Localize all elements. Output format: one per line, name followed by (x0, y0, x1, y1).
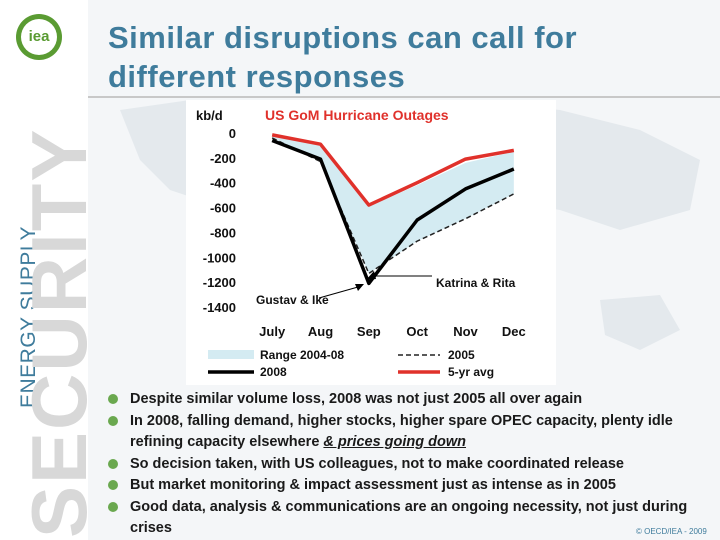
bullet-item: Despite similar volume loss, 2008 was no… (106, 389, 711, 411)
iea-logo-text: iea (21, 19, 57, 55)
range-area (272, 134, 514, 274)
x-tick-label: July (259, 324, 286, 339)
y-tick-label: 0 (229, 126, 236, 141)
iea-logo: iea (16, 14, 62, 60)
bullet-text: Good data, analysis & communications are… (130, 498, 688, 537)
bullet-item: In 2008, falling demand, higher stocks, … (106, 411, 711, 454)
y-tick-label: -400 (210, 176, 236, 191)
hurricane-outages-chart: 0 -200 -400 -600 -800 -1000 -1200 -1400 July Aug… (196, 107, 526, 379)
legend-range-swatch (208, 350, 254, 359)
green-dot-icon (108, 458, 118, 469)
gustav-ike-annotation: Gustav & Ike (256, 284, 364, 307)
bullet-item: But market monitoring & impact assessmen… (106, 475, 711, 497)
chart-legend: Range 2004-08 2005 2008 5-yr avg (208, 348, 494, 379)
green-dot-icon (108, 480, 118, 490)
left-sidebar-band (0, 0, 88, 540)
legend-range-label: Range 2004-08 (260, 348, 344, 362)
green-dot-icon (108, 394, 118, 404)
x-tick-label: Sep (357, 324, 381, 339)
gustav-ike-label: Gustav & Ike (256, 293, 329, 307)
legend-2005-label: 2005 (448, 348, 475, 362)
y-tick-label: -1200 (203, 275, 236, 290)
x-tick-label: Aug (308, 324, 333, 339)
bullet-text: Despite similar volume loss, 2008 was no… (130, 391, 583, 407)
series-line-2008 (271, 138, 515, 286)
x-tick-label: Nov (453, 324, 478, 339)
bullet-item: So decision taken, with US colleagues, n… (106, 454, 711, 476)
bullet-text: But market monitoring & impact assessmen… (130, 477, 616, 493)
y-tick-label: -200 (210, 151, 236, 166)
y-tick-label: -1000 (203, 250, 236, 265)
security-watermark: SECURITY (15, 127, 103, 538)
green-dot-icon (108, 501, 118, 512)
x-tick-layer: July Aug Sep Oct Nov Dec (259, 324, 526, 339)
page-title-line-2: different responses (108, 59, 406, 94)
bullet-text: In 2008, falling demand, higher stocks, … (130, 412, 673, 451)
series-line-5-yr-avg (271, 133, 515, 207)
green-dot-icon (108, 415, 118, 426)
bullet-list: Despite similar volume loss, 2008 was no… (106, 389, 711, 540)
series-layer (271, 133, 515, 286)
page-title: Similar disruptions can call for differe… (108, 18, 698, 96)
bullet-item: Good data, analysis & communications are… (106, 497, 711, 540)
copyright-notice: © OECD/IEA - 2009 (636, 527, 707, 536)
y-tick-label: -600 (210, 201, 236, 216)
title-divider (88, 96, 720, 98)
y-tick-label: -800 (210, 225, 236, 240)
legend-2008-label: 2008 (260, 365, 287, 379)
bullet-text: So decision taken, with US colleagues, n… (130, 455, 624, 472)
katrina-rita-label: Katrina & Rita (436, 276, 516, 290)
chart-title: US GoM Hurricane Outages (265, 107, 449, 123)
x-tick-label: Oct (406, 324, 428, 339)
y-tick-label: -1400 (203, 300, 236, 315)
katrina-rita-annotation: Katrina & Rita (366, 271, 516, 290)
page-title-line-1: Similar disruptions can call for (108, 20, 578, 55)
bullet-emphasis: & prices going down (323, 434, 467, 450)
y-tick-layer: 0 -200 -400 -600 -800 -1000 -1200 -1400 (203, 126, 236, 315)
legend-5yr-label: 5-yr avg (448, 365, 494, 379)
x-tick-label: Dec (502, 324, 526, 339)
y-axis-label: kb/d (196, 108, 223, 123)
